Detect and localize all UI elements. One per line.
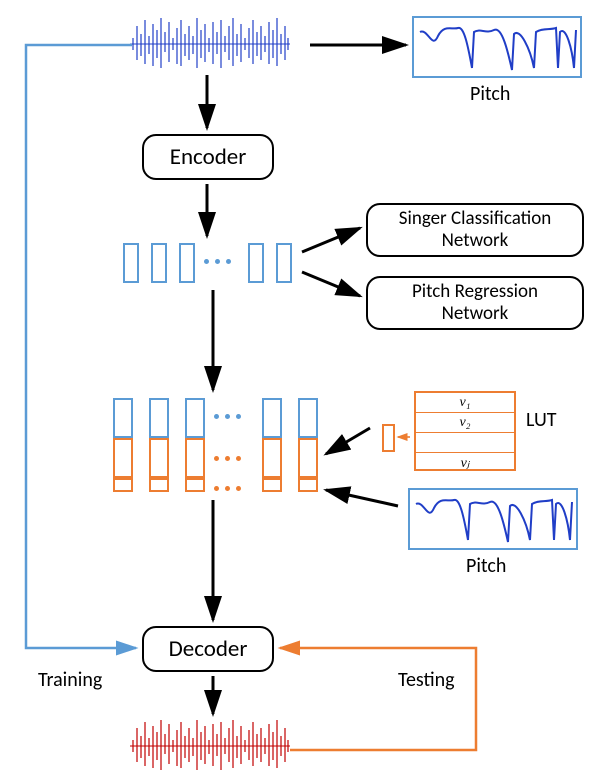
lut-row-1: v₂ xyxy=(416,413,514,433)
latent-token xyxy=(248,243,264,283)
input-waveform xyxy=(130,18,290,68)
flow-arrow xyxy=(302,228,360,252)
pitch-label-top: Pitch xyxy=(470,82,510,106)
diagram-canvas xyxy=(0,0,598,774)
concat-speaker-segment xyxy=(298,438,318,478)
concat-pitch-segment xyxy=(113,478,133,492)
testing-label: Testing xyxy=(398,668,455,692)
concat-speaker-segment xyxy=(149,438,169,478)
concat-speaker-segment xyxy=(113,438,133,478)
concat-latent-segment xyxy=(185,398,205,438)
lut-row-3: vⱼ xyxy=(416,453,514,473)
concat-latent-segment xyxy=(113,398,133,438)
concat-latent-segment xyxy=(298,398,318,438)
encoder-label: Encoder xyxy=(170,144,247,170)
pitch-regression-label: Pitch Regression Network xyxy=(412,281,538,325)
lut-table: v₁ v₂ vⱼ xyxy=(414,391,516,471)
concat-speaker-segment xyxy=(185,438,205,478)
testing-path-arrow xyxy=(280,648,476,750)
pitch-input-bottom xyxy=(408,488,578,550)
latent-token xyxy=(276,243,292,283)
output-waveform xyxy=(130,720,290,770)
concat-speaker-segment xyxy=(262,438,282,478)
ellipsis-tokens-2-blue xyxy=(214,414,241,419)
concat-pitch-segment xyxy=(149,478,169,492)
encoder-block: Encoder xyxy=(142,134,274,180)
concat-latent-segment xyxy=(262,398,282,438)
latent-token xyxy=(151,243,167,283)
concat-pitch-segment xyxy=(262,478,282,492)
flow-arrow xyxy=(302,272,360,296)
lut-row-2 xyxy=(416,433,514,453)
pitch-regression-block: Pitch Regression Network xyxy=(366,276,584,330)
singer-classification-block: Singer Classification Network xyxy=(366,203,584,257)
concat-pitch-segment xyxy=(298,478,318,492)
latent-token xyxy=(123,243,139,283)
lut-selected-vector xyxy=(382,424,395,452)
ellipsis-tokens-2-orange-small xyxy=(214,486,241,491)
pitch-output-top xyxy=(412,16,582,78)
concat-pitch-segment xyxy=(185,478,205,492)
training-path-arrow xyxy=(26,45,136,648)
pitch-curve-icon xyxy=(414,18,584,80)
pitch-label-bottom: Pitch xyxy=(466,554,506,578)
training-label: Training xyxy=(38,668,102,692)
flow-arrow xyxy=(326,428,370,454)
flow-arrow xyxy=(326,490,398,506)
singer-classification-label: Singer Classification Network xyxy=(399,208,552,252)
concat-latent-segment xyxy=(149,398,169,438)
ellipsis-tokens-1 xyxy=(204,259,231,264)
decoder-block: Decoder xyxy=(142,626,274,672)
decoder-label: Decoder xyxy=(169,636,248,662)
latent-token xyxy=(179,243,195,283)
pitch-curve-icon xyxy=(410,490,580,552)
lut-label: LUT xyxy=(526,408,557,432)
ellipsis-tokens-2-orange-mid xyxy=(214,456,241,461)
lut-row-0: v₁ xyxy=(416,393,514,413)
